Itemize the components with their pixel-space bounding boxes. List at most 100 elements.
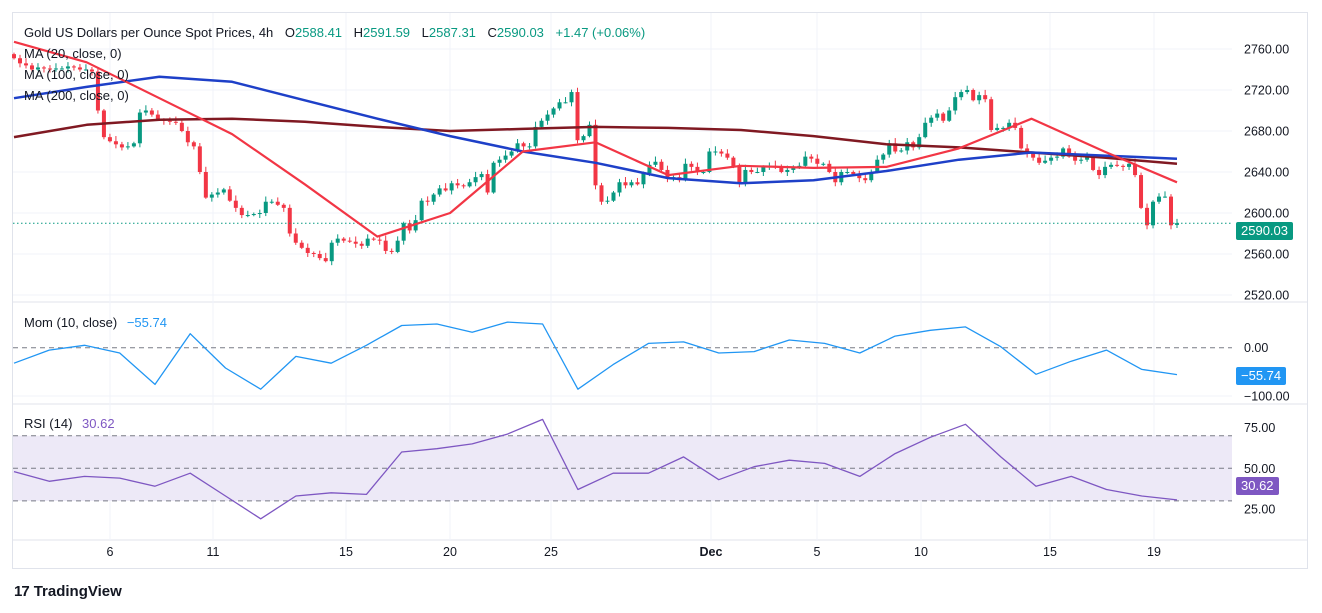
momentum-legend[interactable]: Mom (10, close) −55.74 [24, 315, 167, 330]
candle-body [761, 166, 766, 172]
candle-body [881, 154, 886, 160]
candle-body [77, 67, 82, 70]
symbol-legend: Gold US Dollars per Ounce Spot Prices, 4… [24, 25, 645, 40]
candle-body [923, 122, 928, 138]
rsi-axis-label: 25.00 [1244, 503, 1275, 517]
candle-body [137, 112, 142, 144]
candles [12, 52, 1179, 266]
candle-body [935, 113, 940, 118]
candle-body [803, 156, 808, 166]
candle-body [437, 188, 442, 195]
candle-body [215, 192, 220, 195]
tradingview-brand[interactable]: 17 TradingView [14, 583, 122, 600]
candle-body [185, 131, 190, 143]
candle-body [119, 144, 124, 148]
candle-body [731, 157, 736, 167]
candle-body [1163, 196, 1168, 198]
ma200-label[interactable]: MA (200, close, 0) [24, 88, 129, 103]
candle-body [479, 174, 484, 178]
candle-body [899, 150, 904, 152]
candle-body [887, 143, 892, 155]
price-axis-label: 2520.00 [1244, 289, 1289, 303]
candle-body [1151, 201, 1156, 226]
candle-body [17, 58, 22, 64]
candle-body [113, 141, 118, 145]
candle-body [527, 146, 532, 148]
time-axis-label: 15 [1043, 545, 1057, 559]
candle-body [371, 238, 376, 240]
rsi-axis-label: 75.00 [1244, 421, 1275, 435]
candle-body [581, 136, 586, 141]
price-axis-label: 2600.00 [1244, 207, 1289, 221]
candle-body [983, 95, 988, 100]
candle-body [1169, 196, 1174, 226]
candle-body [941, 113, 946, 121]
candle-body [443, 188, 448, 191]
momentum-tag: −55.74 [1236, 367, 1287, 385]
candle-body [383, 240, 388, 251]
ma100-label[interactable]: MA (100, close, 0) [24, 67, 129, 82]
candle-body [365, 238, 370, 246]
candle-body [707, 151, 712, 172]
candle-body [539, 120, 544, 127]
momentum-title: Mom (10, close) [24, 315, 118, 330]
candle-body [275, 201, 280, 205]
candle-body [1139, 175, 1144, 208]
candle-body [1001, 127, 1006, 129]
candle-body [851, 172, 856, 175]
candle-body [455, 183, 460, 186]
ma20-label[interactable]: MA (20, close, 0) [24, 46, 122, 61]
candle-body [1043, 160, 1048, 163]
candle-body [12, 54, 16, 59]
candle-body [689, 163, 694, 167]
candle-body [1079, 159, 1084, 161]
rsi-axis-label: 50.00 [1244, 462, 1275, 476]
candle-body [1067, 148, 1072, 157]
candle-body [131, 143, 136, 147]
candle-body [785, 169, 790, 172]
candle-body [485, 174, 490, 193]
tradingview-logo-icon: 17 [14, 583, 30, 600]
candle-body [623, 182, 628, 186]
candle-body [743, 169, 748, 184]
rsi-legend[interactable]: RSI (14) 30.62 [24, 416, 115, 431]
candle-body [335, 238, 340, 243]
candle-body [53, 68, 58, 70]
candle-body [893, 143, 898, 152]
candle-body [431, 194, 436, 202]
candle-body [299, 242, 304, 248]
candle-body [1097, 169, 1102, 176]
momentum-line [13, 321, 1178, 390]
candle-body [563, 102, 568, 104]
price-axis-label: 2760.00 [1244, 43, 1289, 57]
candle-body [233, 200, 238, 208]
price-axis-label: 2640.00 [1244, 166, 1289, 180]
candle-body [1049, 157, 1054, 161]
candle-body [461, 185, 466, 187]
candle-body [173, 121, 178, 123]
candle-body [1007, 122, 1012, 128]
candle-body [1091, 156, 1096, 170]
candle-body [1055, 156, 1060, 158]
candle-body [1103, 166, 1108, 176]
candle-body [875, 159, 880, 172]
candle-body [1157, 196, 1162, 202]
close-value: 2590.03 [496, 25, 544, 40]
candle-body [203, 172, 208, 198]
momentum-value: −55.74 [126, 315, 167, 330]
ma20-line [13, 40, 1178, 238]
candle-body [473, 177, 478, 183]
time-axis-label: 20 [443, 545, 457, 559]
candle-body [515, 143, 520, 152]
candle-body [557, 102, 562, 109]
candle-body [305, 247, 310, 253]
candle-body [95, 71, 100, 111]
candle-body [593, 124, 598, 186]
momentum-axis-label: 0.00 [1244, 341, 1268, 355]
candle-body [1061, 148, 1066, 157]
candle-body [953, 97, 958, 111]
candle-body [467, 182, 472, 187]
candle-body [635, 182, 640, 185]
candle-body [179, 122, 184, 131]
